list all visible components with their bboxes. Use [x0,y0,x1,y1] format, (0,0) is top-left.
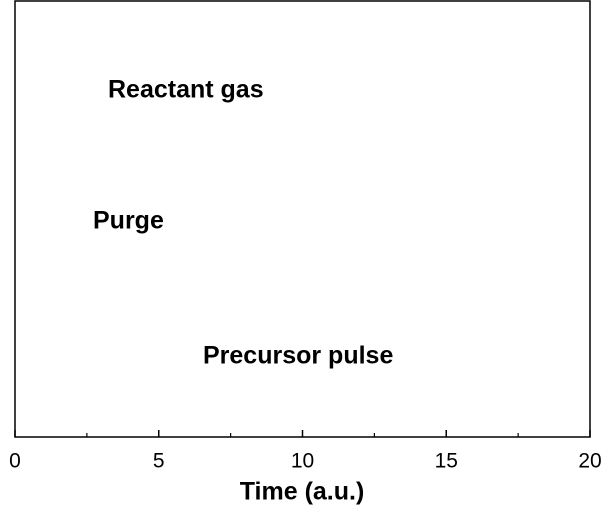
x-tick-label: 0 [9,450,21,473]
x-tick-label: 5 [153,450,165,473]
x-tick-label: 20 [578,450,601,473]
series-label: Reactant gas [108,76,264,104]
series-label: Purge [93,207,164,235]
x-axis-label: Time (a.u.) [240,478,365,506]
x-tick-label: 10 [291,450,314,473]
series-label: Precursor pulse [203,342,393,370]
x-tick-label: 15 [435,450,458,473]
